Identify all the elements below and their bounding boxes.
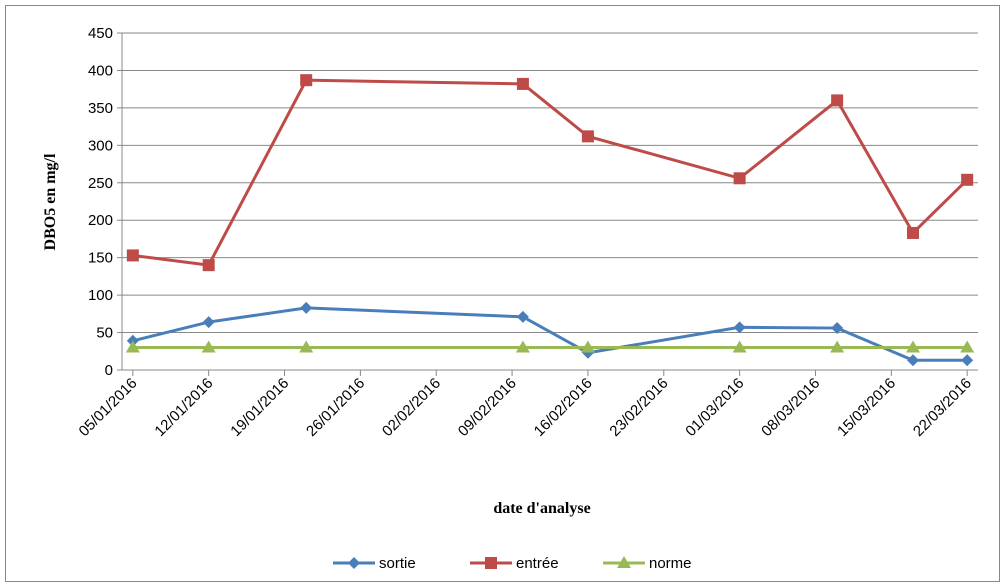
y-tick-label: 50	[96, 325, 113, 342]
marker	[732, 340, 747, 353]
marker	[580, 340, 595, 353]
y-tick-label: 200	[88, 212, 113, 229]
y-tick-label: 250	[88, 175, 113, 192]
y-tick-label: 0	[105, 362, 113, 379]
y-tick-label: 350	[88, 100, 113, 117]
marker	[830, 340, 845, 353]
marker	[202, 259, 215, 272]
marker	[617, 556, 631, 568]
y-tick-label: 300	[88, 137, 113, 154]
marker	[516, 310, 529, 323]
legend-label: norme	[649, 555, 692, 572]
marker	[906, 226, 919, 239]
y-tick-label: 450	[88, 25, 113, 42]
x-axis-title: date d'analyse	[493, 500, 590, 517]
marker	[831, 322, 844, 335]
marker	[485, 557, 497, 569]
marker	[961, 173, 974, 186]
legend-label: sortie	[379, 555, 416, 572]
marker	[906, 354, 919, 367]
y-tick-label: 400	[88, 62, 113, 79]
marker	[299, 340, 314, 353]
marker	[201, 340, 216, 353]
marker	[126, 249, 139, 262]
marker	[581, 130, 594, 143]
marker	[516, 77, 529, 90]
y-tick-label: 100	[88, 287, 113, 304]
marker	[733, 172, 746, 185]
marker	[348, 557, 360, 569]
marker	[733, 321, 746, 334]
legend-label: entrée	[516, 555, 559, 572]
marker	[300, 74, 313, 87]
marker	[125, 340, 140, 353]
marker	[515, 340, 530, 353]
marker	[300, 301, 313, 314]
y-axis-title: DBO5 en mg/l	[42, 153, 59, 250]
y-tick-label: 150	[88, 250, 113, 267]
marker	[960, 340, 975, 353]
marker	[961, 354, 974, 367]
marker	[202, 316, 215, 329]
chart-frame	[5, 5, 1000, 582]
marker	[831, 94, 844, 107]
marker	[905, 340, 920, 353]
